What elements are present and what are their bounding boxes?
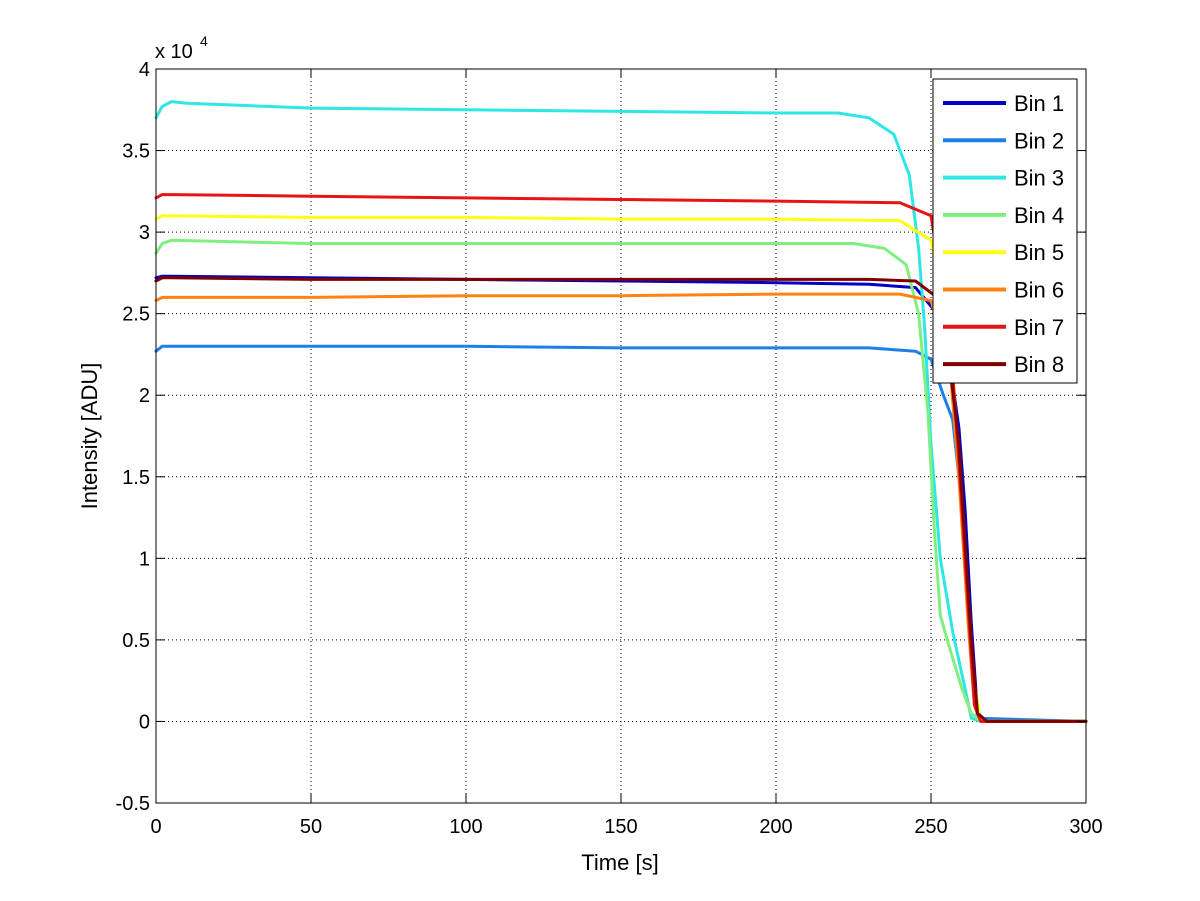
- legend-label-bin-3: Bin 3: [1014, 166, 1064, 191]
- legend-label-bin-2: Bin 2: [1014, 128, 1064, 153]
- y-axis-label: Intensity [ADU]: [77, 363, 102, 510]
- x-tick-label: 150: [604, 816, 637, 838]
- x-tick-label: 250: [914, 816, 947, 838]
- x-tick-label: 300: [1069, 816, 1102, 838]
- legend-label-bin-8: Bin 8: [1014, 352, 1064, 377]
- x-tick-label: 100: [449, 816, 482, 838]
- series-line-bin-4: [154, 238, 1088, 723]
- axis-ticks: 0 50 100 150 200 250 300-0.500.511.522.533.54: [116, 59, 1103, 838]
- y-tick-label: 0.5: [122, 630, 150, 652]
- y-multiplier-exponent: 4: [200, 33, 208, 49]
- y-tick-label: 4: [139, 59, 150, 81]
- legend-label-bin-5: Bin 5: [1014, 240, 1064, 265]
- grid: [156, 69, 1086, 803]
- y-tick-label: 3.5: [122, 141, 150, 163]
- legend: Bin 1 Bin 2 Bin 3 Bin 4 Bin 5 Bin 6 Bin 7 Bin 8: [932, 78, 1078, 384]
- y-tick-label: 0: [139, 711, 150, 733]
- y-tick-label: 2: [139, 385, 150, 407]
- series-line-bin-8: [154, 276, 1088, 723]
- legend-label-bin-1: Bin 1: [1014, 91, 1064, 116]
- legend-label-bin-4: Bin 4: [1014, 203, 1064, 228]
- x-axis-label: Time [s]: [581, 850, 658, 875]
- y-tick-label: -0.5: [116, 793, 150, 815]
- legend-label-bin-6: Bin 6: [1014, 278, 1064, 303]
- x-tick-label: 50: [300, 816, 322, 838]
- legend-label-bin-7: Bin 7: [1014, 315, 1064, 340]
- y-tick-label: 1: [139, 548, 150, 570]
- series-line-bin-3: [154, 100, 1088, 723]
- x-tick-label: 200: [759, 816, 792, 838]
- legend-box: [932, 78, 1078, 384]
- y-tick-label: 2.5: [122, 304, 150, 326]
- y-tick-label: 3: [139, 222, 150, 244]
- y-tick-label: 1.5: [122, 467, 150, 489]
- series-line-bin-7: [154, 193, 1088, 723]
- x-tick-label: 0: [150, 816, 161, 838]
- series-lines: [154, 100, 1088, 723]
- y-multiplier-base: x 10: [155, 41, 193, 63]
